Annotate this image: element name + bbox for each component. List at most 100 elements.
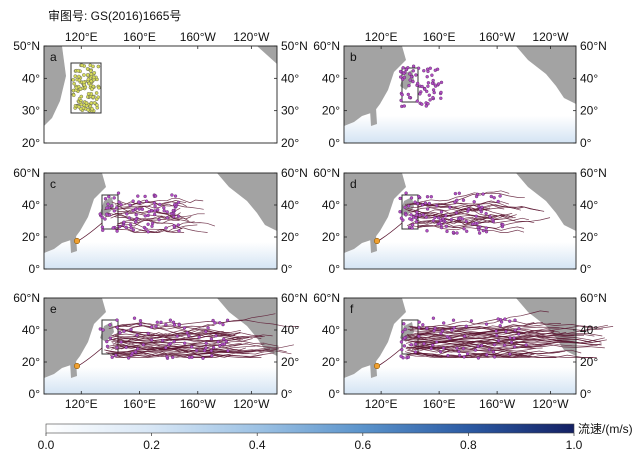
lat-tick-label: 60°N [313, 166, 340, 180]
particle [183, 341, 187, 345]
lat-tick-label-right: 20° [281, 355, 299, 369]
land-japan [400, 197, 414, 217]
particle [115, 318, 119, 322]
release-particle [71, 78, 75, 82]
release-particle [88, 69, 93, 73]
particle [517, 326, 521, 331]
release-particle [87, 81, 91, 86]
particle [417, 325, 421, 330]
particle [105, 339, 109, 344]
drift-track [410, 200, 523, 209]
particle [476, 344, 480, 349]
lat-tick-label: 20° [22, 136, 40, 150]
lon-tick-label: 120°E [65, 30, 98, 44]
particle [160, 338, 165, 343]
particle [431, 316, 436, 320]
particle [512, 336, 516, 340]
particle [445, 229, 449, 234]
particle [137, 207, 141, 211]
lat-tick-label: 20° [22, 355, 40, 369]
lat-tick-label: 40° [322, 323, 340, 337]
particle [134, 207, 138, 211]
particle [479, 210, 483, 214]
lat-tick-label-right: 60°N [281, 291, 308, 305]
particle [422, 69, 426, 73]
lat-tick-label-right: 60°N [580, 39, 607, 53]
drift-track [404, 333, 595, 341]
release-particle [82, 80, 86, 85]
drift-track [115, 212, 180, 222]
particle [204, 346, 208, 350]
land-philippines [370, 235, 377, 253]
particle [173, 194, 178, 198]
equatorial-current [344, 367, 576, 394]
particle [136, 347, 140, 351]
particle [479, 343, 484, 348]
particle [431, 78, 435, 83]
particle [422, 342, 426, 346]
map-panel-a: a 120°E 160°E 160°W 120°W 50°N 50°N 40° 40° 30° 30… [13, 30, 308, 150]
particle [204, 341, 208, 346]
particle [473, 348, 478, 352]
land-philippines [370, 108, 377, 126]
colorbar-tick-label: 0.0 [38, 438, 55, 452]
particle [133, 350, 138, 354]
release-particle [91, 84, 96, 89]
particle [406, 355, 411, 359]
particle [137, 200, 141, 204]
equatorial-current [44, 367, 277, 394]
particle [204, 329, 208, 334]
particle [437, 221, 442, 226]
particle [125, 212, 129, 216]
release-particle [91, 64, 95, 69]
particle [176, 214, 181, 218]
particle [504, 329, 508, 334]
particle [433, 326, 437, 330]
drift-track [109, 208, 216, 227]
colorbar-tick-label: 0.8 [460, 438, 477, 452]
particle [444, 214, 448, 218]
particle [400, 348, 404, 352]
particle [426, 84, 430, 88]
particle [153, 204, 157, 208]
particle [153, 209, 157, 213]
particle [402, 71, 406, 76]
panel-frame [43, 172, 278, 270]
particle [402, 344, 407, 348]
release-particle [89, 101, 94, 105]
release-particle [92, 71, 97, 75]
particle [400, 330, 405, 334]
drift-track [417, 204, 513, 218]
particle [216, 340, 220, 344]
panel-label: c [50, 177, 56, 191]
particle [406, 92, 410, 97]
drift-track [116, 328, 217, 337]
lat-tick-label-right: 40° [281, 198, 299, 212]
particle [150, 221, 155, 226]
particle [411, 79, 415, 84]
particle [425, 67, 430, 71]
particle [414, 220, 419, 224]
particle [190, 355, 194, 359]
particle [130, 351, 135, 355]
lat-tick-label-right: 50°N [281, 39, 308, 53]
particle [155, 320, 159, 324]
particle [115, 345, 119, 350]
particle [409, 74, 414, 79]
particle [177, 323, 181, 327]
particle [425, 207, 430, 211]
particle [403, 336, 407, 340]
particle [435, 203, 439, 208]
particle [129, 327, 133, 332]
particle [170, 211, 174, 216]
particle [101, 328, 105, 332]
particle [107, 195, 111, 199]
panel-label: b [350, 50, 357, 64]
release-particle [92, 101, 97, 105]
particle [452, 326, 456, 330]
particle [431, 95, 435, 100]
drift-track [417, 310, 549, 328]
particle [447, 336, 452, 341]
equatorial-current [344, 242, 576, 269]
particle [105, 206, 109, 210]
